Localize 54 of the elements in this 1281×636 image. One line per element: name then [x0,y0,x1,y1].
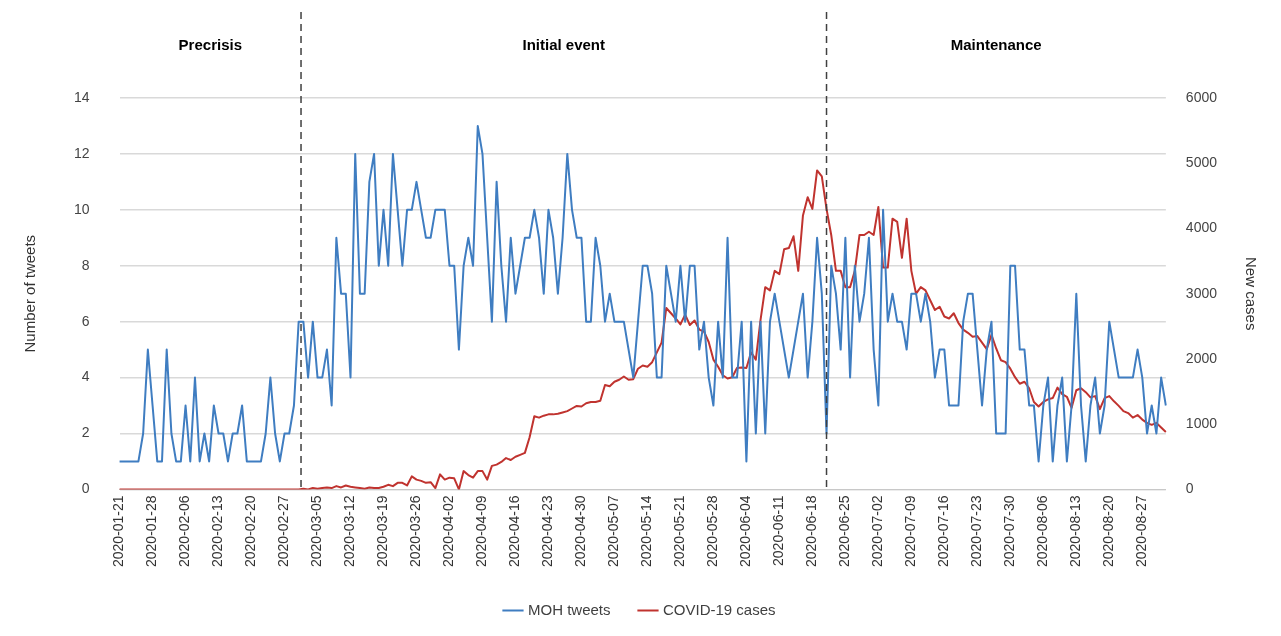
y-tick-label: 2 [81,424,90,441]
x-tick-label: 2020-04-16 [506,495,523,568]
y2-tick-label: 5000 [1185,154,1218,171]
y2-tick-label: 3000 [1185,284,1218,301]
x-tick-label: 2020-03-05 [308,495,325,568]
x-tick-label: 2020-01-21 [110,495,127,568]
x-tick-label: 2020-05-28 [704,495,721,568]
y-tick-label: 14 [73,88,90,105]
x-tick-label: 2020-06-25 [836,495,853,568]
text: Maintenance [950,36,1042,54]
x-tick-label: 2020-08-27 [1133,495,1150,568]
y-tick-label: 10 [73,200,90,217]
x-tick-label: 2020-04-23 [539,495,556,568]
y-axis-title: Number of tweets [21,234,39,353]
x-tick-label: 2020-04-30 [572,495,589,568]
text: Initial event [522,36,606,54]
x-tick-label: 2020-05-21 [671,495,688,568]
y2-tick-label: 4000 [1185,219,1218,236]
x-tick-label: 2020-02-06 [176,495,193,568]
x-tick-label: 2020-06-04 [737,495,754,568]
x-tick-label: 2020-08-06 [1034,495,1051,568]
x-tick-label: 2020-02-20 [242,495,259,568]
y-tick-label: 6 [81,312,90,329]
x-tick-label: 2020-01-28 [143,495,160,568]
x-tick-label: 2020-03-12 [341,495,358,568]
x-tick-label: 2020-07-09 [902,495,919,568]
x-tick-label: 2020-06-18 [803,495,820,568]
legend-label: COVID-19 cases [662,600,776,618]
x-tick-label: 2020-07-16 [935,495,952,568]
y2-tick-label: 2000 [1185,349,1218,366]
x-tick-label: 2020-02-27 [275,495,292,568]
y-tick-label: 8 [81,256,90,273]
x-tick-label: 2020-07-02 [869,495,886,568]
x-tick-label: 2020-05-07 [605,495,622,568]
text: Precrisis [178,36,242,54]
x-tick-label: 2020-06-11 [770,495,787,566]
x-tick-label: 2020-04-09 [473,495,490,568]
x-tick-label: 2020-08-13 [1067,495,1084,568]
x-tick-label: 2020-03-19 [374,495,391,568]
x-tick-label: 2020-07-23 [968,495,985,568]
legend-label: MOH tweets [527,600,611,618]
y2-tick-label: 0 [1185,480,1194,497]
x-tick-label: 2020-04-02 [440,495,457,568]
y-tick-label: 12 [73,144,90,161]
x-tick-label: 2020-07-30 [1001,495,1018,568]
y2-axis-title: New cases [1242,257,1260,331]
y2-tick-label: 6000 [1185,88,1218,105]
x-tick-label: 2020-08-20 [1100,495,1117,568]
x-tick-label: 2020-02-13 [209,495,226,568]
x-tick-label: 2020-05-14 [638,495,655,568]
y-tick-label: 0 [81,480,90,497]
y2-tick-label: 1000 [1185,415,1218,432]
y-tick-label: 4 [81,368,90,385]
x-tick-label: 2020-03-26 [407,495,424,568]
